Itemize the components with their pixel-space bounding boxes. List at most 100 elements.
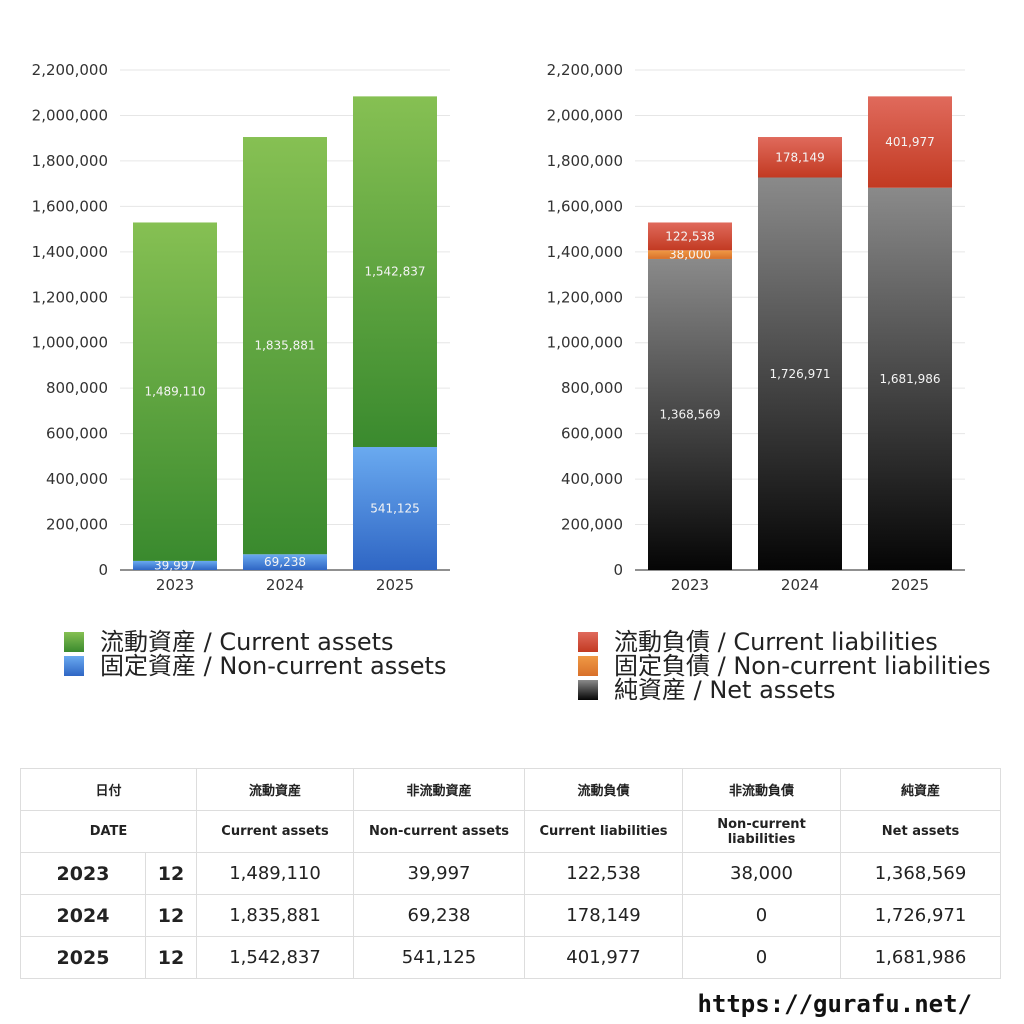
y-tick-label: 400,000: [46, 470, 108, 488]
legend-item-current-liabilities: 流動負債 / Current liabilities: [578, 630, 991, 654]
th-date-en: DATE: [19, 810, 198, 853]
y-tick-label: 600,000: [46, 425, 108, 443]
bar-segment: [758, 177, 842, 570]
cell-current-liabilities: 122,538: [524, 852, 684, 895]
legend-swatch: [64, 632, 84, 652]
th-date-jp: 日付: [19, 768, 198, 811]
th-current-assets-jp: 流動資産: [196, 768, 355, 811]
y-tick-label: 200,000: [561, 516, 623, 534]
th-non-current-liabilities-jp: 非流動負債: [682, 768, 842, 811]
th-non-current-assets-en: Non-current assets: [353, 810, 526, 853]
y-tick-label: 1,800,000: [547, 152, 623, 170]
x-tick-label: 2025: [376, 576, 414, 594]
bar-segment: [353, 96, 437, 448]
y-tick-label: 1,400,000: [32, 243, 108, 261]
y-tick-label: 1,200,000: [547, 288, 623, 306]
data-label: 38,000: [669, 248, 711, 262]
legend-item-current-assets: 流動資産 / Current assets: [64, 630, 446, 654]
cell-current-assets: 1,542,837: [196, 936, 355, 979]
y-tick-label: 1,000,000: [32, 334, 108, 352]
cell-current-liabilities: 178,149: [524, 894, 684, 937]
y-tick-label: 400,000: [561, 470, 623, 488]
cell-current-assets: 1,489,110: [196, 852, 355, 895]
cell-net-assets: 1,726,971: [840, 894, 1002, 937]
data-label: 1,542,837: [364, 265, 425, 279]
cell-non-current-liabilities: 0: [682, 894, 842, 937]
table-header-en: DATE Current assets Non-current assets C…: [19, 810, 1002, 853]
y-tick-label: 800,000: [561, 379, 623, 397]
th-current-assets-en: Current assets: [196, 810, 355, 853]
data-label: 541,125: [370, 502, 420, 516]
cell-current-assets: 1,835,881: [196, 894, 355, 937]
data-label: 1,489,110: [144, 385, 205, 399]
legend-item-non-current-assets: 固定資産 / Non-current assets: [64, 654, 446, 678]
legend-item-net-assets: 純資産 / Net assets: [578, 678, 991, 702]
legend-item-non-current-liabilities: 固定負債 / Non-current liabilities: [578, 654, 991, 678]
y-tick-label: 600,000: [561, 425, 623, 443]
bar-segment: [243, 554, 327, 570]
x-tick-label: 2024: [781, 576, 819, 594]
cell-net-assets: 1,681,986: [840, 936, 1002, 979]
y-tick-label: 1,600,000: [547, 197, 623, 215]
legend-swatch: [578, 656, 598, 676]
bar-segment: [648, 250, 732, 259]
y-tick-label: 2,200,000: [547, 61, 623, 79]
y-tick-label: 2,000,000: [547, 106, 623, 124]
bar-segment: [648, 258, 732, 570]
cell-year: 2024: [20, 894, 146, 937]
data-label: 1,681,986: [879, 372, 940, 386]
cell-non-current-liabilities: 0: [682, 936, 842, 979]
site-url[interactable]: https://gurafu.net/: [697, 990, 972, 1018]
y-tick-label: 200,000: [46, 516, 108, 534]
bar-segment: [133, 560, 217, 570]
legend-swatch: [578, 680, 598, 700]
data-label: 1,726,971: [769, 367, 830, 381]
data-label: 69,238: [264, 555, 306, 569]
table-header-jp: 日付 流動資産 非流動資産 流動負債 非流動負債 純資産: [19, 768, 1002, 811]
th-current-liabilities-jp: 流動負債: [524, 768, 684, 811]
legend-label: 固定負債 / Non-current liabilities: [614, 652, 991, 680]
data-label: 401,977: [885, 135, 935, 149]
cell-net-assets: 1,368,569: [840, 852, 1002, 895]
cell-current-liabilities: 401,977: [524, 936, 684, 979]
th-non-current-assets-jp: 非流動資産: [353, 768, 526, 811]
cell-month: 12: [144, 852, 198, 895]
cell-month: 12: [144, 936, 198, 979]
y-tick-label: 1,800,000: [32, 152, 108, 170]
y-tick-label: 1,000,000: [547, 334, 623, 352]
bar-segment: [648, 222, 732, 251]
legend-swatch: [64, 656, 84, 676]
y-tick-label: 0: [613, 561, 623, 579]
table-row: 2023 12 1,489,110 39,997 122,538 38,000 …: [20, 852, 1002, 895]
liabilities-legend: 流動負債 / Current liabilities 固定負債 / Non-cu…: [578, 630, 991, 702]
th-current-liabilities-en: Current liabilities: [524, 810, 684, 853]
cell-month: 12: [144, 894, 198, 937]
data-label: 1,835,881: [254, 339, 315, 353]
th-net-assets-jp: 純資産: [840, 768, 1002, 811]
assets-chart: 0 200,000 400,000 600,000 800,000 1,000,000 1,…: [32, 61, 450, 594]
assets-legend: 流動資産 / Current assets 固定資産 / Non-current…: [64, 630, 446, 678]
data-label: 39,997: [154, 558, 196, 572]
x-tick-label: 2025: [891, 576, 929, 594]
cell-year: 2025: [20, 936, 146, 979]
y-tick-label: 1,400,000: [547, 243, 623, 261]
legend-label: 純資産 / Net assets: [614, 676, 836, 704]
y-tick-label: 1,200,000: [32, 288, 108, 306]
y-tick-label: 0: [98, 561, 108, 579]
x-tick-label: 2024: [266, 576, 304, 594]
th-net-assets-en: Net assets: [840, 810, 1002, 853]
legend-label: 固定資産 / Non-current assets: [100, 652, 447, 680]
bar-segment: [868, 187, 952, 570]
bar-segment: [133, 222, 217, 561]
table-row: 2024 12 1,835,881 69,238 178,149 0 1,726…: [20, 894, 1002, 937]
data-label: 122,538: [665, 229, 715, 243]
liabilities-chart: 0 200,000 400,000 600,000 800,000 1,000,000 1,…: [547, 61, 965, 594]
y-tick-label: 2,000,000: [32, 106, 108, 124]
cell-year: 2023: [20, 852, 146, 895]
cell-non-current-liabilities: 38,000: [682, 852, 842, 895]
bar-segment: [353, 447, 437, 570]
data-label: 1,368,569: [659, 407, 720, 421]
balance-table: 日付 流動資産 非流動資産 流動負債 非流動負債 純資産 DATE Curren…: [19, 768, 1002, 979]
y-tick-label: 1,600,000: [32, 197, 108, 215]
th-non-current-liabilities-en: Non-current liabilities: [682, 810, 842, 853]
